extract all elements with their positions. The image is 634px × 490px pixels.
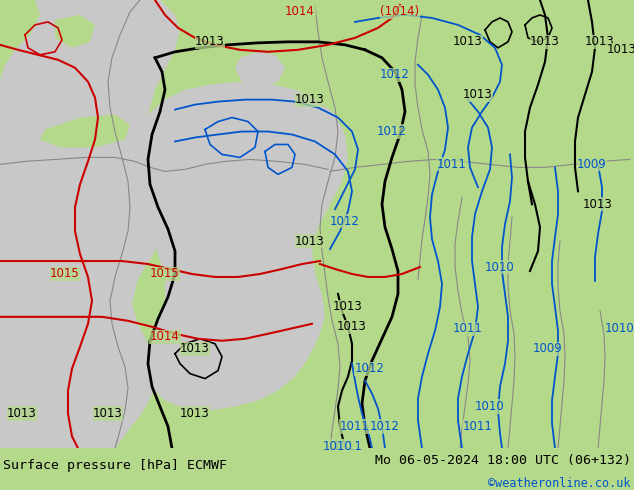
Text: 1011: 1011 bbox=[340, 420, 370, 433]
Text: 1013: 1013 bbox=[93, 407, 123, 420]
Polygon shape bbox=[40, 115, 130, 147]
Text: 1012: 1012 bbox=[380, 68, 410, 81]
Text: Mo 06-05-2024 18:00 UTC (06+132): Mo 06-05-2024 18:00 UTC (06+132) bbox=[375, 454, 631, 467]
Text: 1009: 1009 bbox=[577, 158, 607, 171]
Text: 1012: 1012 bbox=[377, 125, 407, 138]
Text: 1011: 1011 bbox=[453, 322, 483, 335]
Text: 1013: 1013 bbox=[333, 300, 363, 314]
Text: 1014: 1014 bbox=[150, 330, 180, 343]
Polygon shape bbox=[235, 52, 285, 88]
Polygon shape bbox=[55, 15, 95, 48]
Text: 1011: 1011 bbox=[463, 420, 493, 433]
Text: 1013: 1013 bbox=[585, 35, 615, 49]
Text: 1013: 1013 bbox=[453, 35, 483, 49]
Polygon shape bbox=[0, 0, 180, 448]
Text: 1013: 1013 bbox=[530, 35, 560, 49]
Text: 1010: 1010 bbox=[323, 440, 353, 453]
Text: 1015: 1015 bbox=[150, 268, 180, 280]
Polygon shape bbox=[0, 0, 40, 80]
Text: 1011: 1011 bbox=[437, 158, 467, 171]
Text: 1013: 1013 bbox=[180, 407, 210, 420]
Text: 1010: 1010 bbox=[605, 322, 634, 335]
Text: 1012: 1012 bbox=[330, 215, 360, 228]
Text: 1013: 1013 bbox=[463, 88, 493, 101]
Text: ©weatheronline.co.uk: ©weatheronline.co.uk bbox=[488, 477, 631, 490]
Text: 1013: 1013 bbox=[337, 320, 367, 333]
Text: 1011: 1011 bbox=[333, 440, 363, 453]
Text: 1010: 1010 bbox=[475, 400, 505, 413]
Text: 1012: 1012 bbox=[355, 362, 385, 375]
Text: 1015: 1015 bbox=[50, 268, 80, 280]
Text: 1013: 1013 bbox=[583, 198, 613, 211]
Text: 1013: 1013 bbox=[295, 235, 325, 247]
Text: 1012: 1012 bbox=[370, 420, 400, 433]
Text: 1013: 1013 bbox=[195, 35, 225, 49]
Text: 1013: 1013 bbox=[295, 93, 325, 106]
Text: (1014): (1014) bbox=[380, 5, 420, 19]
Polygon shape bbox=[145, 82, 348, 411]
Text: 1013: 1013 bbox=[607, 43, 634, 56]
Text: 1014: 1014 bbox=[285, 5, 315, 19]
Text: Surface pressure [hPa] ECMWF: Surface pressure [hPa] ECMWF bbox=[3, 459, 227, 472]
Text: 1013: 1013 bbox=[7, 407, 37, 420]
Text: 1009: 1009 bbox=[533, 342, 563, 355]
Text: 1010: 1010 bbox=[485, 261, 515, 273]
Text: 1013: 1013 bbox=[180, 342, 210, 355]
